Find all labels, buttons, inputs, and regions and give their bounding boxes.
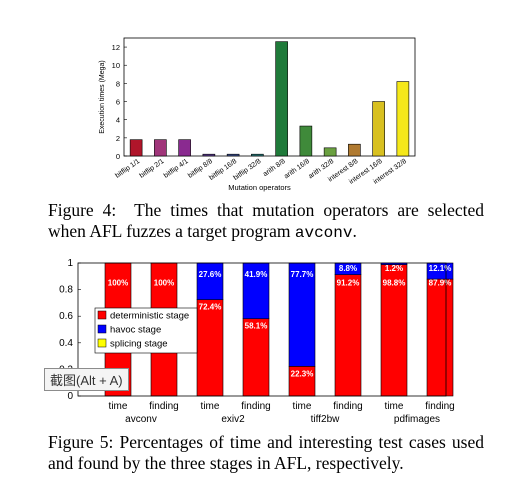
data-label: 12.1% [429,264,452,273]
x-tick-label: finding [241,401,270,412]
stacked-bar-segment [242,262,270,320]
y-tick-label: 0.6 [59,311,73,322]
stacked-bar-segment [334,274,362,397]
x-tick-label: bitflip 32/8 [232,158,262,182]
stacked-bar-segment [196,262,224,301]
bar [129,139,143,157]
data-label: 100% [154,279,174,288]
stacked-bar-segment [196,299,224,397]
y-tick-label: 4 [116,116,120,125]
group-label: tiff2bw [311,414,340,425]
data-label: 87.9% [429,279,452,288]
stacked-bar-segment [242,318,270,397]
bar [299,125,313,157]
data-label: 100% [108,279,128,288]
x-tick-label: finding [333,401,362,412]
x-tick-label: time [293,401,312,412]
legend-swatch [97,338,107,348]
group-label: avconv [125,414,157,425]
y-tick-label: 12 [112,43,120,52]
legend-swatch [97,310,107,320]
bar [323,147,337,157]
stacked-bar-segment [288,366,316,397]
bar [178,139,191,157]
data-label: 58.1% [245,322,268,331]
figure-4-caption: Figure 4: The times that mutation operat… [48,200,484,244]
legend: deterministic stage havoc stage splicing s… [94,307,198,354]
stacked-bar-segment [380,264,408,397]
y-axis-label: Execution times (Mega) [99,60,106,134]
y-tick-label: 6 [116,98,120,107]
bar [251,153,264,157]
mutation-operators-bar-chart: 0 2 4 6 8 10 12 Execution times (Mega) bitflip 1… [99,37,416,192]
data-label: 8.8% [339,264,357,273]
plot-frame [77,262,447,397]
bar [372,101,385,157]
x-tick-label: time [109,401,128,412]
legend-label: splicing stage [110,339,168,350]
bar [396,81,410,157]
stage-percentage-stacked-chart: 100% time 100% finding 72.4% 27.6% time 58.1% 41… [59,258,455,425]
y-tick-label: 0 [67,391,73,402]
stacked-bar-segment [288,262,316,367]
y-tick-label: 1 [67,258,73,269]
y-tick-label: 2 [116,134,120,143]
figure-4-text: The times that mutation operators are se… [48,200,485,241]
x-tick-label: finding [149,401,178,412]
data-label: 27.6% [199,270,222,279]
legend-frame [94,307,198,354]
legend-label: havoc stage [110,325,161,336]
bar [226,153,240,157]
x-tick-label: finding [425,401,454,412]
bar [348,143,361,157]
x-tick-label: bitflip 2/1 [139,158,166,180]
figure-4-code: avconv [294,224,353,242]
y-tick-label: 0.4 [59,338,73,349]
data-label: 91.2% [337,279,360,288]
x-axis-label: Mutation operators [228,183,291,192]
data-label: 1.2% [385,264,403,273]
x-tick-label: time [385,401,404,412]
screenshot-tooltip: 截图(Alt + A) [44,368,129,391]
data-label: 72.4% [199,303,222,312]
data-label: 22.3% [291,369,314,378]
figure-5-caption: Figure 5: Percentages of time and intere… [48,432,484,473]
y-tick-label: 0.8 [59,285,73,296]
group-label: exiv2 [221,414,245,425]
data-label: 77.7% [291,270,314,279]
legend-label: deterministic stage [110,311,189,322]
data-label: 41.9% [245,270,268,279]
x-tick-label: time [201,401,220,412]
bar [202,153,216,157]
data-label: 98.8% [383,279,406,288]
bar [154,139,167,157]
bar [275,41,288,157]
x-tick-label: bitflip 4/1 [163,158,190,180]
x-tick-label: bitflip 1/1 [114,158,141,180]
plot-frame [123,37,416,157]
y-tick-label: 10 [112,61,120,70]
legend-swatch [97,324,107,334]
figure-4-end: . [352,221,357,241]
figure-4-label: Figure 4: [48,200,117,220]
stacked-bar-segment [426,278,454,397]
group-label: pdfimages [394,414,440,425]
y-tick-label: 0 [116,152,120,161]
x-tick-label: arith 16/8 [283,158,311,181]
y-tick-label: 8 [116,79,120,88]
